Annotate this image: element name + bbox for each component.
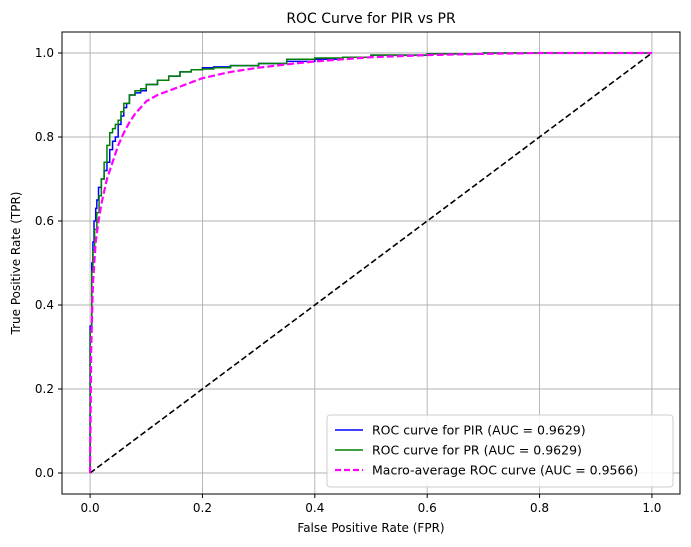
legend-label-3: Macro-average ROC curve (AUC = 0.9566) bbox=[372, 463, 638, 478]
x-tick-label: 0.0 bbox=[81, 501, 100, 515]
grid bbox=[62, 32, 680, 494]
x-tick-label: 0.2 bbox=[193, 501, 212, 515]
x-tick-label: 0.4 bbox=[305, 501, 324, 515]
y-tick-label: 0.4 bbox=[35, 298, 54, 312]
legend: ROC curve for PIR (AUC = 0.9629) ROC curv… bbox=[326, 414, 674, 488]
legend-label-1: ROC curve for PIR (AUC = 0.9629) bbox=[372, 423, 586, 438]
legend-box bbox=[326, 414, 674, 488]
legend-label-2: ROC curve for PR (AUC = 0.9629) bbox=[372, 443, 582, 458]
y-tick-label: 1.0 bbox=[35, 46, 54, 60]
axes-frame bbox=[61, 31, 681, 495]
y-tick-label: 0.2 bbox=[35, 382, 54, 396]
y-tick-label: 0.0 bbox=[35, 466, 54, 480]
x-axis-label: False Positive Rate (FPR) bbox=[297, 521, 444, 535]
x-tick-label: 0.6 bbox=[418, 501, 437, 515]
series-line-3 bbox=[88, 51, 652, 474]
reference-diagonal-line bbox=[89, 52, 653, 474]
y-tick-label: 0.8 bbox=[35, 130, 54, 144]
series-layer bbox=[88, 51, 652, 474]
plot-frame bbox=[61, 31, 681, 495]
x-tick-label: 0.8 bbox=[530, 501, 549, 515]
x-axis-ticks: 0.0 0.2 0.4 0.6 0.8 1.0 bbox=[81, 494, 661, 515]
y-tick-label: 0.6 bbox=[35, 214, 54, 228]
reference-diagonal bbox=[89, 52, 653, 474]
y-axis-ticks: 0.0 0.2 0.4 0.6 0.8 1.0 bbox=[35, 46, 62, 480]
chart-title: ROC Curve for PIR vs PR bbox=[286, 11, 456, 27]
y-axis-label: True Positive Rate (TPR) bbox=[9, 192, 23, 336]
x-tick-label: 1.0 bbox=[642, 501, 661, 515]
series-line-2 bbox=[89, 52, 652, 473]
